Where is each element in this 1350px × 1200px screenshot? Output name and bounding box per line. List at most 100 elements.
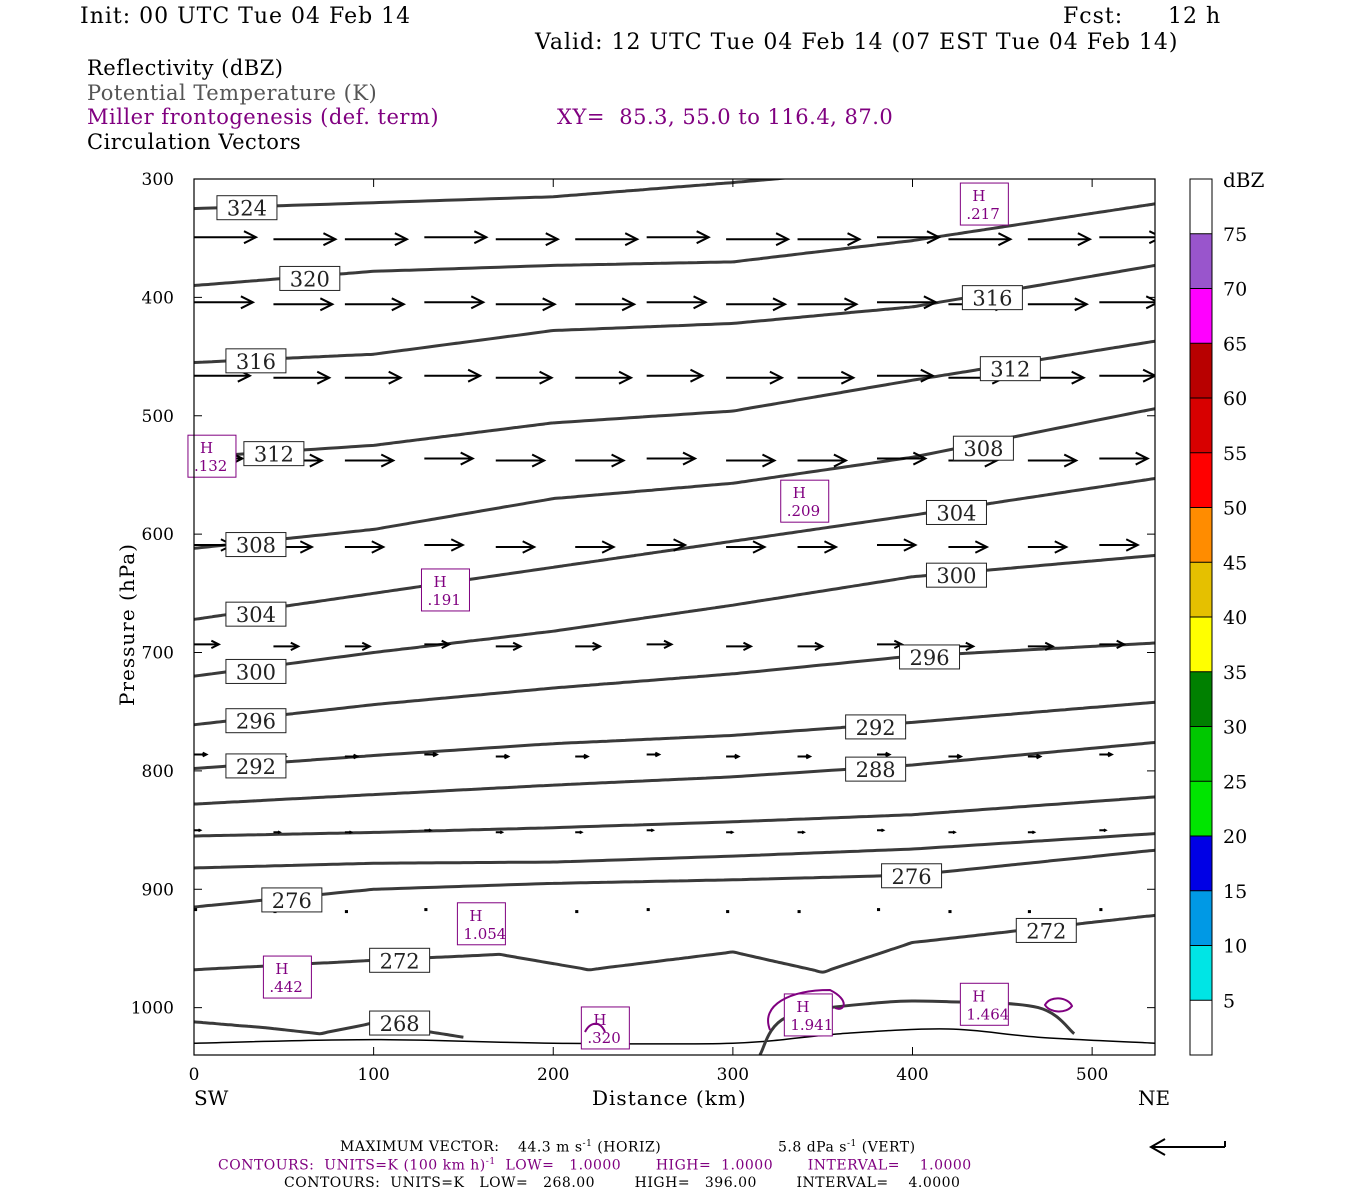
theta-contour-300: [194, 553, 1155, 678]
fronto-max-value: .217: [966, 205, 999, 223]
vector-head: [801, 830, 806, 835]
colorbar-swatch: [1190, 398, 1212, 453]
valid-time: Valid: 12 UTC Tue 04 Feb 14 (07 EST Tue …: [535, 30, 1179, 55]
theta-contour-292: [194, 700, 1155, 770]
fronto-max-box: [959, 182, 1009, 226]
vector-head: [920, 368, 936, 383]
theta-contour-276: [194, 848, 1155, 909]
vector-head: [682, 451, 698, 466]
contour-label-box: [225, 708, 287, 734]
vector-head: [512, 641, 523, 652]
contour-label-box: [225, 348, 287, 374]
contour-label-276: 276: [892, 865, 932, 889]
vector-head: [824, 540, 839, 554]
vector-head: [618, 370, 634, 385]
contour-label-box: [243, 441, 305, 467]
vector-head: [391, 297, 407, 312]
y-tick-label: 700: [142, 644, 174, 664]
vector-head: [1054, 540, 1069, 554]
contour-label-308: 308: [963, 437, 1003, 461]
contour-label-box: [925, 562, 987, 588]
fronto-max-box: [456, 902, 506, 946]
vector-head: [394, 232, 410, 247]
vector-head: [654, 751, 662, 758]
contour-label-box: [1015, 917, 1077, 943]
contour-label-316: 316: [236, 350, 276, 374]
vector-head: [663, 639, 674, 650]
vector-head: [1107, 751, 1114, 758]
contour-label-288: 288: [856, 758, 896, 782]
theta-contour-324: [194, 179, 792, 211]
vector-head: [592, 641, 603, 652]
vector-head: [743, 641, 754, 652]
vector-head: [843, 297, 859, 312]
contour-label-box: [845, 756, 907, 782]
vector-head: [545, 232, 561, 247]
reflectivity-title: Reflectivity (dBZ): [87, 56, 284, 80]
fronto-max-h: H: [275, 960, 288, 978]
contour-label-296: 296: [236, 710, 276, 734]
vector-head: [833, 453, 849, 468]
contour-label-box: [925, 499, 987, 525]
x-axis-title: Distance (km): [592, 1086, 747, 1110]
vector-head: [277, 830, 282, 835]
colorbar-label: 40: [1223, 607, 1247, 629]
vector-head: [499, 830, 505, 835]
colorbar-label: 20: [1223, 826, 1247, 848]
vector-head: [673, 538, 688, 552]
contour-label-276: 276: [272, 889, 312, 913]
contour-label-292: 292: [236, 755, 276, 779]
vector-head: [1071, 370, 1086, 385]
frontogenesis-contour-info: CONTOURS: UNITS=K (100 km h)-1 LOW= 1.00…: [218, 1157, 972, 1174]
contour-label-304: 304: [936, 501, 976, 525]
fronto-max-h: H: [200, 439, 213, 457]
max-vector-horiz: 44.3 m s-1 (HORIZ): [518, 1139, 662, 1156]
contour-label-268: 268: [380, 1012, 420, 1036]
vector-head: [1142, 368, 1155, 383]
fronto-max-h: H: [593, 1011, 606, 1029]
fronto-max-h: H: [433, 573, 446, 591]
fronto-max-value: 1.941: [790, 1016, 833, 1034]
theta-contour-info: CONTOURS: UNITS=K LOW= 268.00 HIGH= 396.…: [284, 1175, 961, 1191]
x-tick-label: 200: [537, 1065, 569, 1085]
colorbar-swatch: [1190, 945, 1212, 1001]
fronto-max-h: H: [469, 907, 482, 925]
vector-head: [539, 370, 554, 385]
fronto-max-box: [783, 993, 833, 1037]
vector-head: [1077, 232, 1093, 247]
y-tick-label: 400: [142, 288, 174, 308]
vector-dot: [424, 908, 428, 912]
vector-head: [441, 639, 452, 650]
colorbar-swatch: [1190, 452, 1212, 508]
vector-head: [893, 639, 905, 650]
forecast-hour: 12 h: [1168, 4, 1222, 29]
fronto-max-value: .191: [427, 591, 460, 609]
colorbar-unit: dBZ: [1223, 168, 1265, 192]
vector-head: [1125, 538, 1140, 552]
contour-label-box: [369, 1010, 431, 1036]
vector-head: [353, 753, 360, 760]
contour-label-box: [225, 532, 287, 558]
vector-head: [690, 368, 705, 383]
vector-head: [319, 297, 335, 312]
dbz-colorbar: 5 10 15 20 25 30 35 40 45 50 55 60 65 70 75: [1189, 178, 1247, 1056]
vector-head: [371, 540, 386, 554]
vector-head: [348, 830, 354, 835]
vector-dot: [646, 908, 650, 912]
vector-head: [450, 538, 466, 552]
fronto-max-h: H: [972, 187, 985, 205]
x-tick-label: 100: [357, 1065, 389, 1085]
vector-head: [579, 830, 584, 835]
vector-head: [729, 830, 735, 835]
colorbar-label: 75: [1223, 224, 1247, 246]
vector-head: [762, 453, 777, 468]
contour-label-box: [961, 285, 1023, 311]
vector-head: [380, 453, 396, 468]
fronto-max-box: [959, 982, 1009, 1026]
vector-head: [772, 297, 788, 312]
colorbar-swatch: [1190, 288, 1212, 344]
terrain-line: [194, 1028, 1155, 1045]
contour-label-box: [216, 195, 278, 221]
fronto-max-value: .442: [269, 978, 302, 996]
theta-contour-320: [194, 202, 1155, 287]
